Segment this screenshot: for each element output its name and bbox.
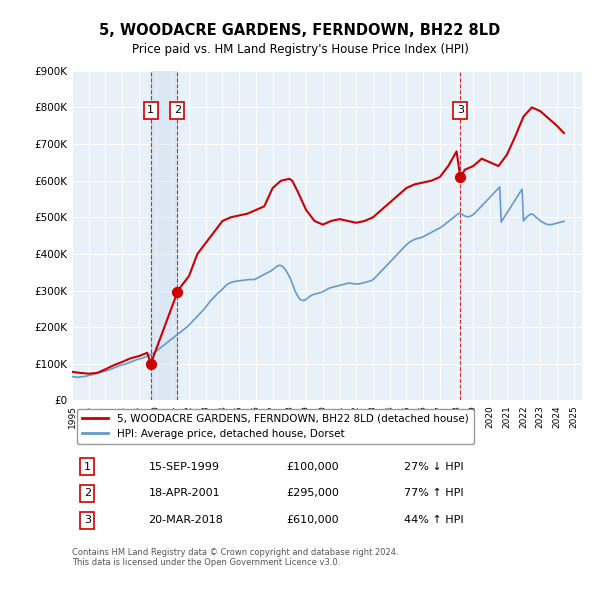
Text: 5, WOODACRE GARDENS, FERNDOWN, BH22 8LD: 5, WOODACRE GARDENS, FERNDOWN, BH22 8LD: [100, 24, 500, 38]
Text: 3: 3: [457, 106, 464, 116]
Bar: [151, 71, 178, 401]
Text: 1: 1: [147, 106, 154, 116]
Text: 77% ↑ HPI: 77% ↑ HPI: [404, 489, 463, 499]
Legend: 5, WOODACRE GARDENS, FERNDOWN, BH22 8LD (detached house), HPI: Average price, de: 5, WOODACRE GARDENS, FERNDOWN, BH22 8LD …: [77, 409, 474, 444]
Text: £610,000: £610,000: [286, 515, 339, 525]
Text: 27% ↓ HPI: 27% ↓ HPI: [404, 462, 463, 472]
Point: [173, 288, 182, 297]
Text: 3: 3: [84, 515, 91, 525]
Text: 18-APR-2001: 18-APR-2001: [149, 489, 220, 499]
Point: [455, 172, 465, 182]
Text: Contains HM Land Registry data © Crown copyright and database right 2024.
This d: Contains HM Land Registry data © Crown c…: [72, 548, 398, 567]
Text: £100,000: £100,000: [286, 462, 339, 472]
Text: 2: 2: [84, 489, 91, 499]
Text: 1: 1: [84, 462, 91, 472]
Text: 44% ↑ HPI: 44% ↑ HPI: [404, 515, 463, 525]
Text: 20-MAR-2018: 20-MAR-2018: [149, 515, 223, 525]
Text: Price paid vs. HM Land Registry's House Price Index (HPI): Price paid vs. HM Land Registry's House …: [131, 43, 469, 56]
Point: [146, 359, 155, 369]
Text: £295,000: £295,000: [286, 489, 339, 499]
Text: 2: 2: [174, 106, 181, 116]
Text: 15-SEP-1999: 15-SEP-1999: [149, 462, 220, 472]
